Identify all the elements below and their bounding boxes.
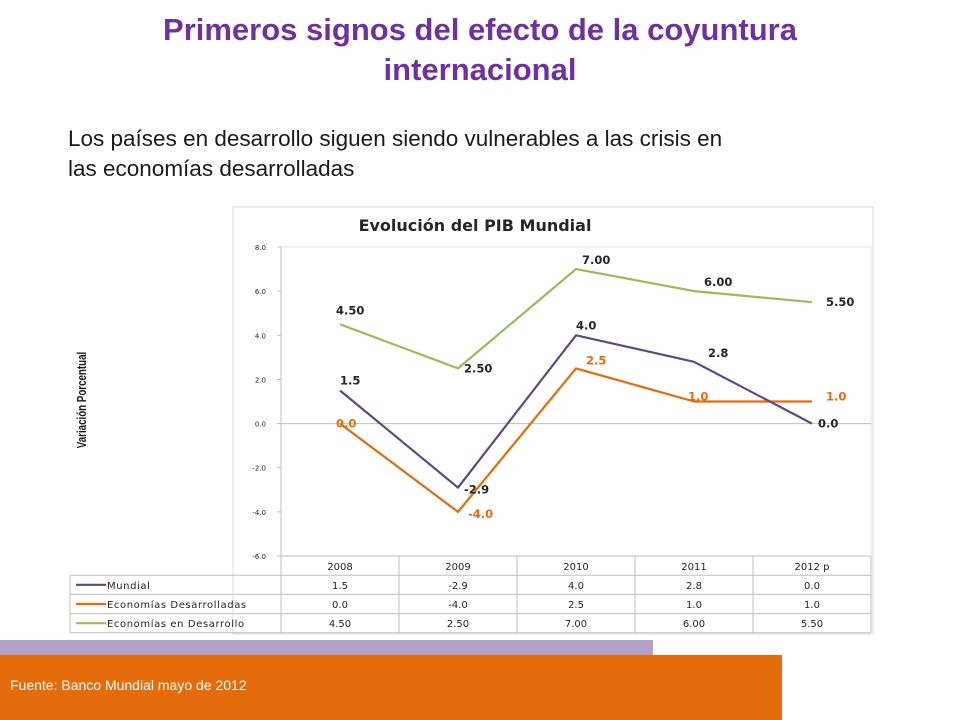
slide-subtitle-line1: Los países en desarrollo siguen siendo v… <box>68 126 723 151</box>
y-tick-label: 8.0 <box>255 244 266 252</box>
slide-title: Primeros signos del efecto de la coyuntu… <box>60 10 900 90</box>
legend-label-0: Mundial <box>107 581 151 592</box>
table-cell: 1.5 <box>332 581 348 592</box>
table-cell: 2.5 <box>568 600 584 611</box>
series-line-2 <box>339 268 813 370</box>
data-label-1-0: 0.0 <box>336 417 356 431</box>
data-label-1-3: 1.0 <box>688 390 708 404</box>
y-axis-title: Variación Porcentual <box>76 352 90 448</box>
category-label: 2012 p <box>795 562 830 573</box>
table-cell: 0.0 <box>332 600 348 611</box>
slide-title-line2: internacional <box>383 52 577 87</box>
table-cell: 1.0 <box>804 600 820 611</box>
data-label-0-4: 0.0 <box>818 417 838 431</box>
data-label-2-3: 6.00 <box>704 275 732 289</box>
series-line-1 <box>339 367 812 513</box>
footer-orange-band <box>0 655 782 720</box>
data-label-2-4: 5.50 <box>826 295 854 309</box>
table-cell: 2.8 <box>686 581 702 592</box>
series-line-0 <box>339 334 813 489</box>
category-label: 2010 <box>563 562 588 573</box>
category-label: 2009 <box>445 562 470 573</box>
y-tick-label: 2.0 <box>255 376 266 384</box>
y-tick-label: 0.0 <box>255 421 266 429</box>
y-tick-label: -2.0 <box>252 465 266 473</box>
table-cell: 5.50 <box>801 619 823 630</box>
table-cell: 6.00 <box>683 619 705 630</box>
table-cell: 4.0 <box>568 581 584 592</box>
legend-label-2: Economías en Desarrollo <box>107 618 245 630</box>
table-cell: 4.50 <box>329 619 351 630</box>
table-cell: -4.0 <box>448 600 468 611</box>
data-label-2-1: 2.50 <box>464 361 492 375</box>
data-label-0-0: 1.5 <box>340 373 360 387</box>
data-label-0-2: 4.0 <box>576 318 596 332</box>
chart-frame <box>232 206 874 635</box>
data-label-0-3: 2.8 <box>708 346 728 360</box>
y-tick-label: -6.0 <box>252 553 266 561</box>
y-tick-label: 4.0 <box>255 332 266 340</box>
table-cell: 7.00 <box>565 619 587 630</box>
category-label: 2011 <box>681 562 706 573</box>
table-cell: -2.9 <box>448 581 468 592</box>
slide-subtitle-line2: las economías desarrolladas <box>68 156 355 181</box>
table-cell: 1.0 <box>686 600 702 611</box>
data-label-1-2: 2.5 <box>586 353 606 367</box>
y-tick-label: -4.0 <box>252 509 266 517</box>
table-cell: 2.50 <box>447 619 469 630</box>
data-label-2-2: 7.00 <box>582 253 610 267</box>
slide-title-line1: Primeros signos del efecto de la coyuntu… <box>163 12 797 47</box>
category-label: 2008 <box>327 562 352 573</box>
data-label-1-1: -4.0 <box>468 507 493 521</box>
chart-title: Evolución del PIB Mundial <box>359 216 592 235</box>
source-note: Fuente: Banco Mundial mayo de 2012 <box>10 677 247 693</box>
data-label-2-0: 4.50 <box>336 303 364 317</box>
data-label-0-1: -2.9 <box>464 483 489 497</box>
legend-label-1: Economías Desarrolladas <box>107 599 247 611</box>
data-label-1-4: 1.0 <box>826 390 846 404</box>
y-tick-label: 6.0 <box>255 288 266 296</box>
slide-subtitle: Los países en desarrollo siguen siendo v… <box>68 124 898 184</box>
table-cell: 0.0 <box>804 581 820 592</box>
